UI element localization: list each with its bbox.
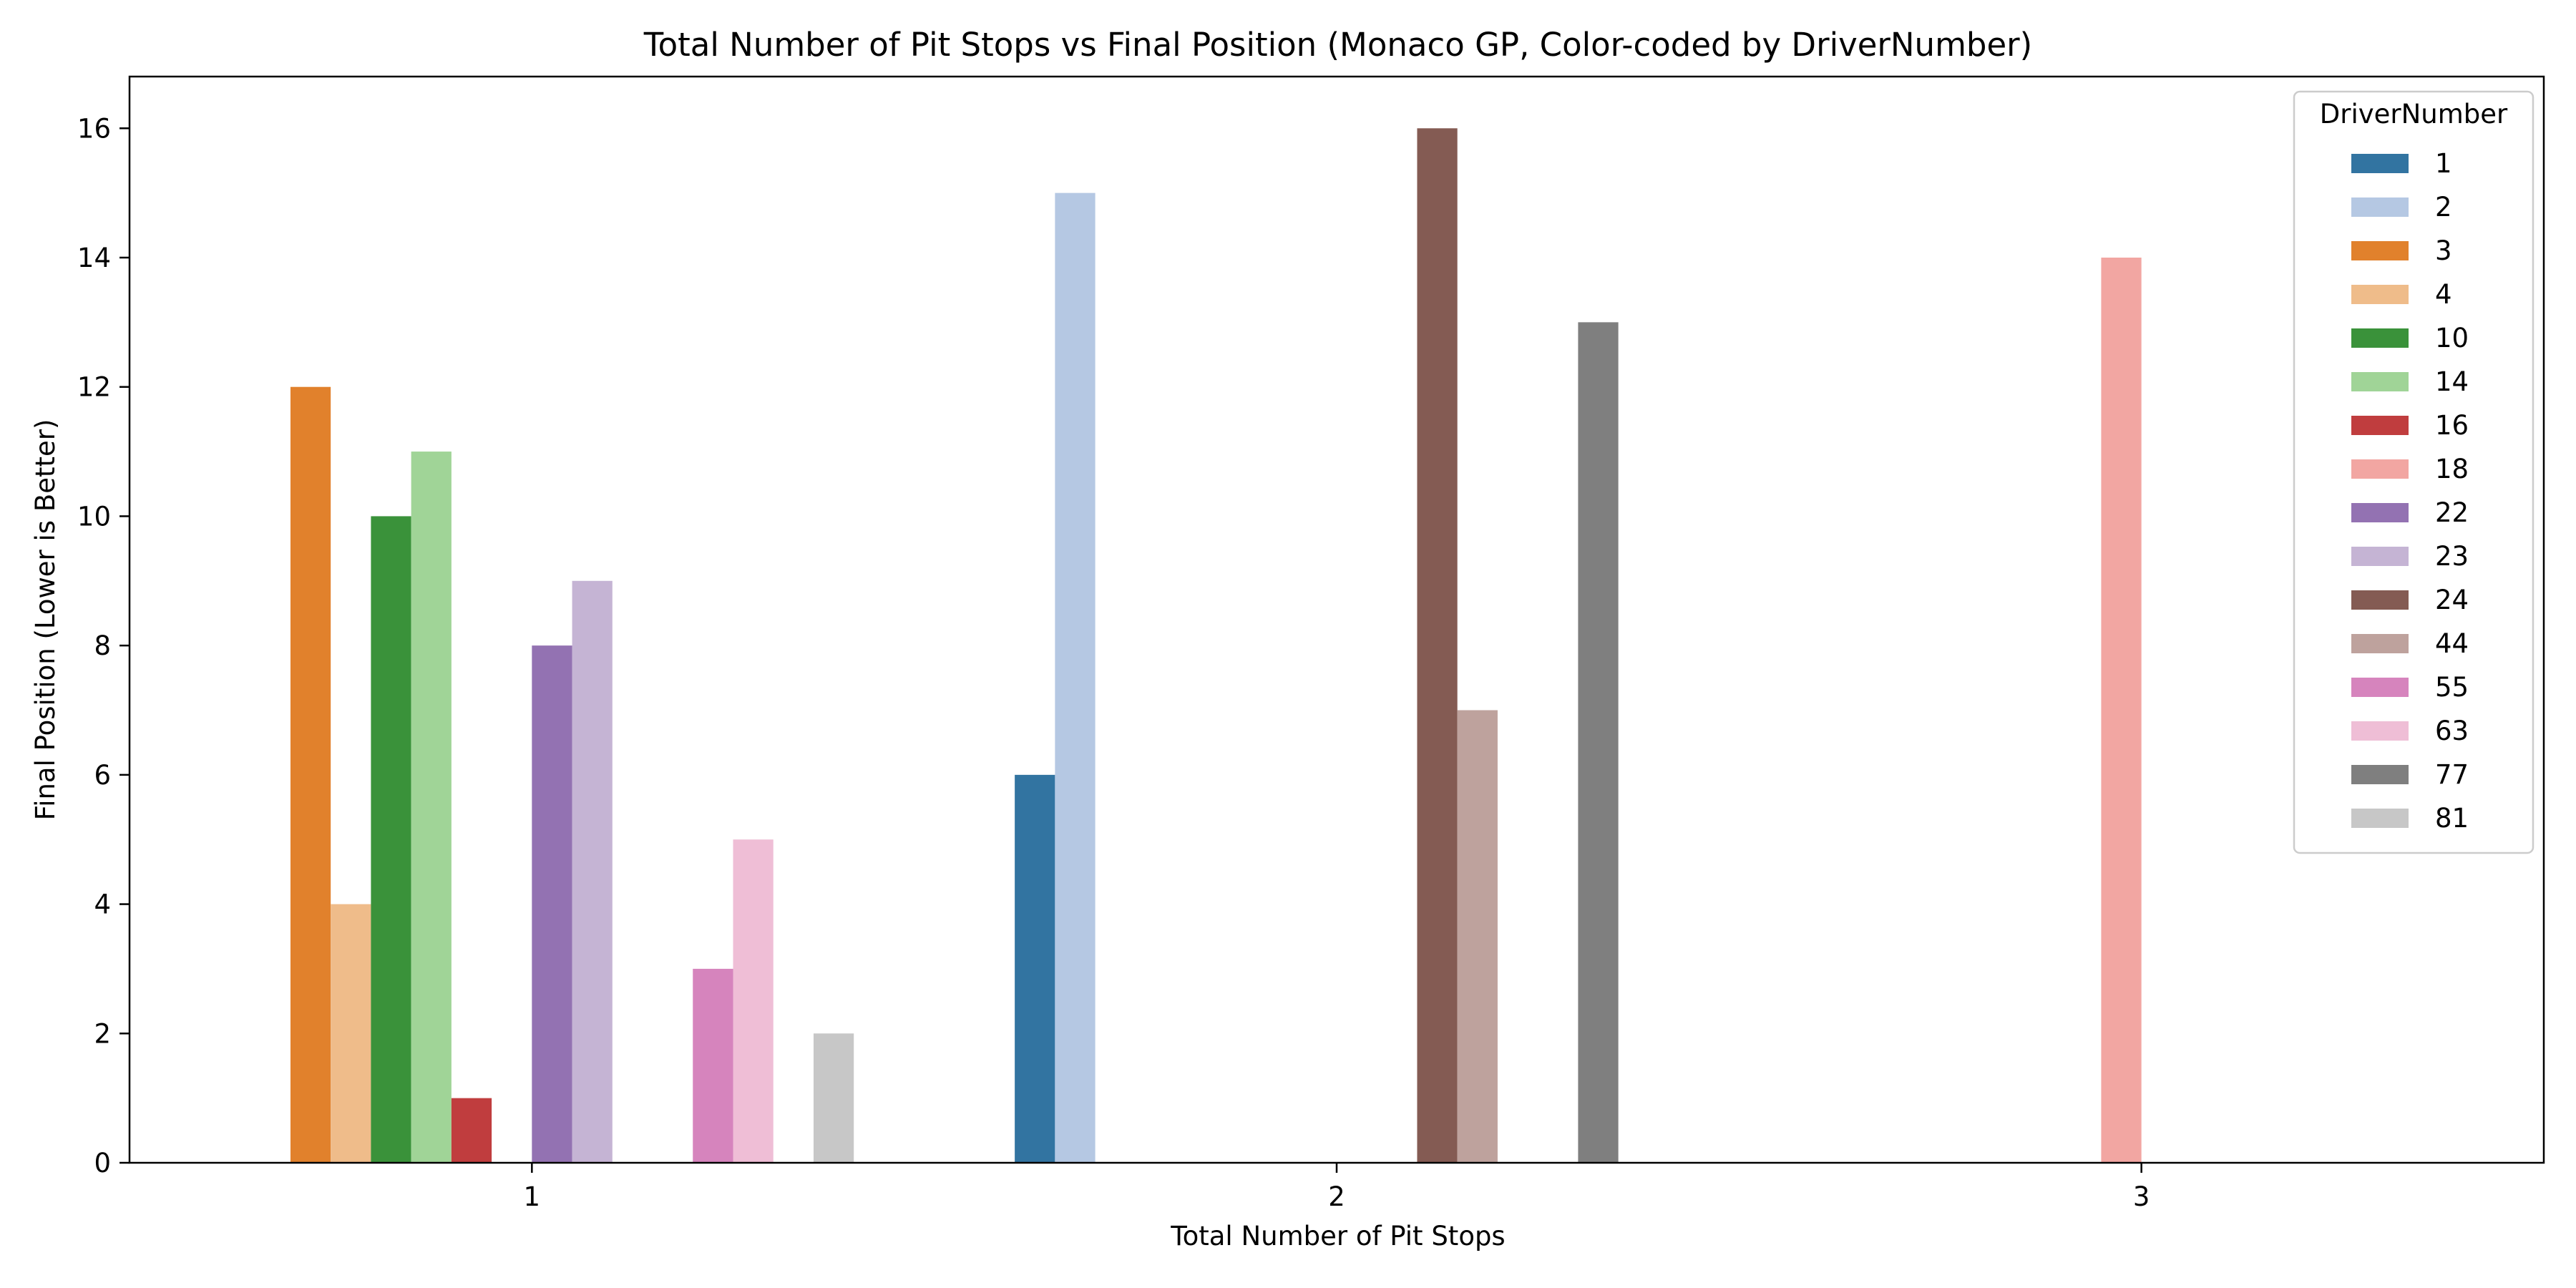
- legend-swatch-55: [2351, 678, 2409, 697]
- legend-swatch-22: [2351, 503, 2409, 522]
- y-tick-label: 14: [77, 243, 111, 273]
- y-tick-label: 16: [77, 113, 111, 144]
- y-axis: 0 2 4 6 8 10 12 14 16: [77, 113, 130, 1179]
- bar-driver-77-pitstops-2: [1578, 322, 1619, 1163]
- legend-label-18: 18: [2435, 454, 2469, 484]
- legend-swatch-24: [2351, 590, 2409, 610]
- legend-swatch-10: [2351, 328, 2409, 348]
- bars-group: [290, 128, 2142, 1163]
- bar-driver-22-pitstops-1: [532, 645, 572, 1163]
- bar-driver-81-pitstops-1: [813, 1033, 854, 1163]
- bar-driver-3-pitstops-1: [290, 386, 331, 1163]
- legend-label-16: 16: [2435, 410, 2469, 441]
- legend-label-77: 77: [2435, 759, 2469, 790]
- legend-label-4: 4: [2435, 279, 2452, 310]
- legend-swatch-23: [2351, 547, 2409, 566]
- y-tick-label: 4: [94, 889, 111, 920]
- legend-swatch-18: [2351, 459, 2409, 479]
- legend-label-2: 2: [2435, 192, 2452, 223]
- bar-driver-18-pitstops-3: [2101, 258, 2142, 1163]
- legend-swatch-2: [2351, 197, 2409, 217]
- bar-driver-16-pitstops-1: [451, 1098, 492, 1163]
- legend-label-14: 14: [2435, 366, 2469, 397]
- y-tick-label: 8: [94, 630, 111, 661]
- x-axis: 1 2 3: [524, 1163, 2150, 1212]
- bar-driver-24-pitstops-2: [1417, 128, 1458, 1163]
- bar-driver-2-pitstops-2: [1055, 192, 1096, 1163]
- bar-driver-44-pitstops-2: [1457, 710, 1498, 1163]
- bar-driver-55-pitstops-1: [693, 968, 733, 1163]
- legend-swatch-14: [2351, 372, 2409, 391]
- y-axis-label: Final Position (Lower is Better): [30, 419, 61, 821]
- x-tick-label: 1: [524, 1181, 541, 1212]
- bar-driver-1-pitstops-2: [1015, 774, 1055, 1163]
- legend-title: DriverNumber: [2320, 99, 2508, 130]
- chart-title: Total Number of Pit Stops vs Final Posit…: [643, 26, 2032, 64]
- legend-label-10: 10: [2435, 323, 2469, 353]
- legend-label-22: 22: [2435, 497, 2469, 528]
- legend-box: [2293, 90, 2534, 854]
- legend-label-63: 63: [2435, 716, 2469, 746]
- legend-label-1: 1: [2435, 148, 2452, 179]
- legend-swatch-63: [2351, 721, 2409, 741]
- legend-swatch-4: [2351, 285, 2409, 304]
- y-tick-label: 0: [94, 1148, 111, 1179]
- bar-driver-14-pitstops-1: [411, 452, 452, 1163]
- bar-driver-4-pitstops-1: [331, 904, 371, 1163]
- legend-label-44: 44: [2435, 628, 2469, 659]
- bar-driver-10-pitstops-1: [371, 516, 411, 1163]
- bar-driver-63-pitstops-1: [733, 839, 774, 1163]
- x-axis-label: Total Number of Pit Stops: [1170, 1221, 1505, 1252]
- legend-label-3: 3: [2435, 235, 2452, 266]
- legend-label-81: 81: [2435, 803, 2469, 834]
- y-tick-label: 6: [94, 760, 111, 791]
- legend-swatch-1: [2351, 154, 2409, 173]
- legend-swatch-3: [2351, 241, 2409, 260]
- y-tick-label: 12: [77, 372, 111, 403]
- legend-swatch-81: [2351, 809, 2409, 828]
- legend-swatch-77: [2351, 765, 2409, 784]
- x-tick-label: 2: [1328, 1181, 1345, 1212]
- legend-label-24: 24: [2435, 585, 2469, 615]
- plot-frame: [128, 75, 2545, 1164]
- legend-label-55: 55: [2435, 672, 2469, 703]
- y-tick-label: 2: [94, 1018, 111, 1049]
- legend-label-23: 23: [2435, 541, 2469, 572]
- bar-driver-23-pitstops-1: [572, 580, 613, 1163]
- legend-swatch-16: [2351, 416, 2409, 435]
- y-tick-label: 10: [77, 501, 111, 532]
- x-tick-label: 3: [2133, 1181, 2150, 1212]
- legend-swatch-44: [2351, 634, 2409, 653]
